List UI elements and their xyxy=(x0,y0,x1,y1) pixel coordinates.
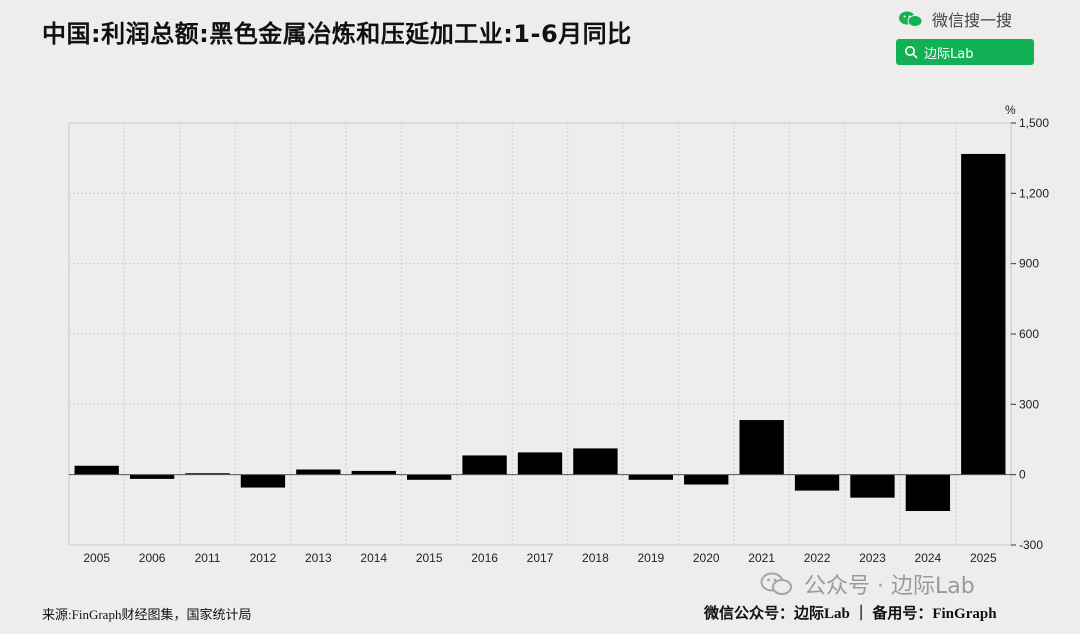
bar-2005 xyxy=(74,465,119,475)
credit-note: 微信公众号：边际Lab ｜ 备用号：FinGraph xyxy=(704,606,997,622)
source-note: 来源:FinGraph财经图集，国家统计局 xyxy=(42,607,252,622)
x-tick-label: 2013 xyxy=(305,551,332,565)
bar-2024 xyxy=(905,474,951,512)
x-tick-label: 2016 xyxy=(471,551,498,565)
x-tick-label: 2021 xyxy=(748,551,775,565)
bar-2019 xyxy=(628,474,673,480)
y-tick-label: 0 xyxy=(1019,468,1026,482)
bar-2006 xyxy=(129,474,175,479)
y-axis-unit: % xyxy=(1005,103,1016,117)
y-tick-label: 1,500 xyxy=(1019,116,1049,130)
bar-2016 xyxy=(462,455,507,475)
bar-2022 xyxy=(794,474,840,491)
bar-2018 xyxy=(573,448,618,475)
y-tick-label: 1,200 xyxy=(1019,186,1049,200)
y-axis-ticks: -300 0 300 600 900 1,200 1,500 xyxy=(1011,116,1049,552)
search-button-label: 边际Lab xyxy=(924,46,974,62)
x-tick-label: 2015 xyxy=(416,551,443,565)
brand-text: 微信搜一搜 xyxy=(932,11,1013,30)
x-tick-label: 2006 xyxy=(139,551,166,565)
search-button[interactable]: 边际Lab xyxy=(896,39,1034,65)
x-tick-label: 2017 xyxy=(527,551,554,565)
x-tick-label: 2024 xyxy=(915,551,942,565)
x-tick-label: 2005 xyxy=(83,551,110,565)
x-tick-label: 2023 xyxy=(859,551,886,565)
x-tick-label: 2019 xyxy=(637,551,664,565)
bar-2013 xyxy=(296,469,341,475)
x-tick-label: 2025 xyxy=(970,551,997,565)
x-tick-label: 2014 xyxy=(360,551,387,565)
y-tick-label: -300 xyxy=(1019,538,1043,552)
x-tick-label: 2022 xyxy=(804,551,831,565)
x-tick-label: 2018 xyxy=(582,551,609,565)
chart-title: 中国:利润总额:黑色金属冶炼和压延加工业:1-6月同比 xyxy=(42,20,632,48)
bar-2020 xyxy=(684,474,729,485)
x-axis-ticks: 2005 2006 2011 2012 2013 2014 2015 2016 2017 2018… xyxy=(83,551,997,565)
y-tick-label: 600 xyxy=(1019,327,1039,341)
bar-2012 xyxy=(240,474,286,488)
y-tick-label: 900 xyxy=(1019,257,1039,271)
x-tick-label: 2012 xyxy=(250,551,277,565)
watermark-text: 公众号 · 边际Lab xyxy=(804,574,975,599)
wechat-search-brand[interactable]: 微信搜一搜 xyxy=(898,8,1038,30)
bars xyxy=(74,153,1006,512)
wechat-watermark-icon xyxy=(760,572,792,595)
bar-2025 xyxy=(961,153,1006,475)
x-tick-label: 2020 xyxy=(693,551,720,565)
y-tick-label: 300 xyxy=(1019,397,1039,411)
bar-2023 xyxy=(850,474,895,498)
bar-2021 xyxy=(739,420,784,475)
x-tick-label: 2011 xyxy=(195,551,221,565)
watermark: 公众号 · 边际Lab xyxy=(760,568,975,600)
bar-2017 xyxy=(517,452,563,475)
bar-2014 xyxy=(351,470,396,475)
wechat-logo-icon xyxy=(899,11,923,27)
search-icon xyxy=(905,46,918,59)
bar-2011 xyxy=(185,473,230,475)
bar-2015 xyxy=(407,474,452,480)
